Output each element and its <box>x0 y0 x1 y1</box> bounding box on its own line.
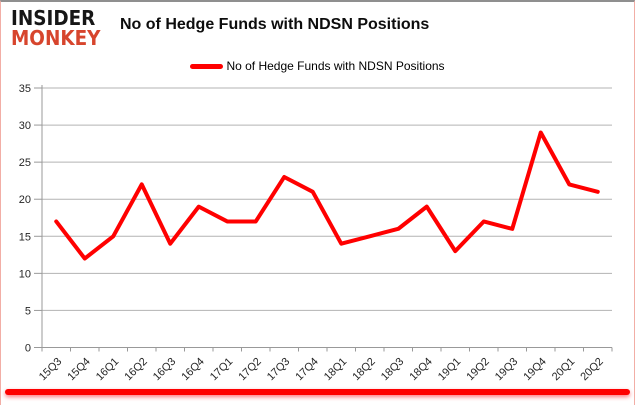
y-axis-label: 20 <box>19 194 31 206</box>
x-axis-label: 15Q3 <box>37 356 65 384</box>
x-axis-label: 18Q4 <box>407 356 435 384</box>
y-axis-label: 30 <box>19 120 31 132</box>
x-axis-label: 19Q2 <box>464 356 492 384</box>
x-axis-label: 16Q3 <box>151 356 179 384</box>
x-axis-label: 20Q1 <box>550 356 578 384</box>
x-axis-label: 17Q4 <box>293 356 321 384</box>
x-axis-label: 20Q2 <box>578 356 606 384</box>
y-axis-label: 5 <box>25 305 31 317</box>
x-axis-label: 16Q4 <box>179 356 207 384</box>
insider-monkey-logo: INSIDER MONKEY <box>11 8 101 48</box>
x-axis-label: 17Q1 <box>208 356 236 384</box>
chart-legend: No of Hedge Funds with NDSN Positions <box>1 59 634 73</box>
x-axis-label: 19Q1 <box>436 356 464 384</box>
x-axis-label: 19Q4 <box>521 356 549 384</box>
legend-label: No of Hedge Funds with NDSN Positions <box>226 59 445 73</box>
x-axis-label: 15Q4 <box>65 356 93 384</box>
x-axis-label: 17Q2 <box>236 356 264 384</box>
x-axis-label: 18Q1 <box>322 356 350 384</box>
x-axis-label: 17Q3 <box>265 356 293 384</box>
x-axis-label: 16Q2 <box>122 356 150 384</box>
y-axis-label: 35 <box>19 83 31 95</box>
x-axis-label: 18Q3 <box>379 356 407 384</box>
chart-title: No of Hedge Funds with NDSN Positions <box>120 16 430 33</box>
x-axis-label: 16Q1 <box>94 356 122 384</box>
x-axis-label: 18Q2 <box>350 356 378 384</box>
logo-line-monkey: MONKEY <box>11 26 101 50</box>
bottom-accent-bar <box>5 389 630 395</box>
legend-line-swatch <box>190 63 224 69</box>
y-axis-label: 25 <box>19 157 31 169</box>
x-axis-label: 19Q3 <box>493 356 521 384</box>
y-axis-label: 0 <box>25 343 31 355</box>
logo-line-insider: INSIDER <box>11 6 96 30</box>
y-axis-label: 15 <box>19 231 31 243</box>
y-axis-label: 10 <box>19 268 31 280</box>
series-line-hedge-funds <box>54 130 600 261</box>
